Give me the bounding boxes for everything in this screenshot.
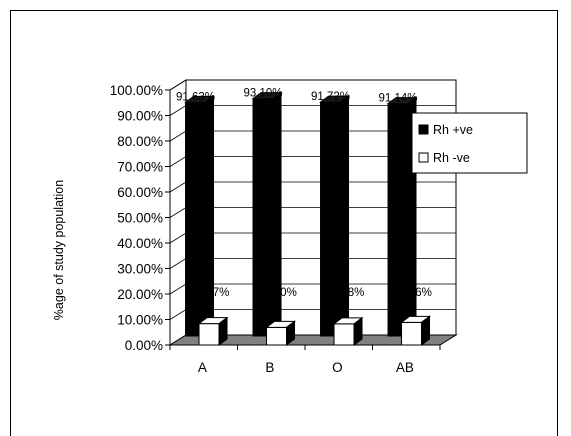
bar-side	[421, 315, 431, 346]
bar-side	[340, 95, 350, 337]
legend-label-rh-positive: Rh +ve	[433, 123, 473, 137]
y-tick-label: 70.00%	[117, 160, 163, 175]
bar-rh-ve-a	[197, 316, 229, 346]
bar-rh-ve-ab	[400, 315, 432, 346]
y-tick-label: 80.00%	[117, 134, 163, 149]
y-axis-ticks: 0.00% 10.00% 20.00% 30.00% 40.00% 50.00% 60.00…	[110, 83, 440, 353]
y-axis-label: %age of study population	[52, 180, 66, 320]
legend-box	[411, 112, 528, 174]
bar-rh-ve-o	[332, 316, 364, 346]
legend-swatch-rh-positive	[418, 124, 429, 135]
data-label-rh-ve-a: 91.63%	[176, 91, 215, 103]
y-tick-label: 10.00%	[117, 313, 163, 328]
bar-front	[387, 103, 409, 337]
bar-front	[185, 101, 207, 337]
data-labels: 91.63% 8.37% 93.10% 6.90% 91.72% 8.28% 91.14% 8…	[176, 88, 432, 299]
bar-front	[252, 98, 274, 337]
data-label-rh-ve-o: 8.28%	[332, 287, 365, 299]
bar-side	[205, 95, 215, 337]
data-label-rh-ve-b: 93.10%	[244, 88, 283, 100]
x-tick-label-a: A	[198, 360, 207, 375]
bar-front	[198, 323, 220, 346]
y-tick-label: 40.00%	[117, 236, 163, 251]
y-tick-label: 50.00%	[117, 211, 163, 226]
bar-front	[401, 321, 423, 346]
data-label-rh-ve-b: 6.90%	[264, 287, 297, 299]
bar-front	[320, 101, 342, 337]
bar-rh-ve-a	[184, 95, 216, 337]
x-axis-ticks: A B O AB	[169, 345, 441, 375]
y-tick-label: 100.00%	[110, 83, 163, 98]
bar-rh-ve-ab	[386, 96, 418, 337]
y-tick-label: 0.00%	[125, 338, 163, 353]
bar-side	[353, 316, 363, 346]
bar-side	[272, 91, 282, 337]
data-label-rh-ve-a: 8.37%	[197, 287, 230, 299]
bar-side	[286, 320, 296, 346]
bar-front	[266, 326, 288, 346]
x-tick-label-ab: AB	[396, 360, 414, 375]
x-tick-label-b: B	[265, 360, 274, 375]
y-tick-label: 30.00%	[117, 262, 163, 277]
data-label-rh-ve-o: 91.72%	[311, 91, 350, 103]
y-tick-label: 90.00%	[117, 109, 163, 124]
y-tick-label: 60.00%	[117, 185, 163, 200]
legend-label-rh-negative: Rh -ve	[433, 151, 470, 165]
data-label-rh-ve-ab: 91.14%	[379, 93, 418, 105]
gridline	[169, 79, 456, 91]
legend-swatch-rh-negative	[418, 152, 429, 163]
bar-front	[333, 323, 355, 346]
data-label-rh-ve-ab: 8.86%	[399, 287, 432, 299]
x-tick-label-o: O	[332, 360, 343, 375]
chart-frame	[10, 10, 558, 436]
bar-rh-ve-o	[319, 95, 351, 337]
bar-rh-ve-b	[251, 91, 283, 337]
bar-side	[218, 316, 228, 346]
y-tick-label: 20.00%	[117, 287, 163, 302]
bar-rh-ve-b	[265, 320, 297, 346]
legend: Rh +ve Rh -ve	[411, 112, 528, 174]
bars	[184, 91, 432, 346]
